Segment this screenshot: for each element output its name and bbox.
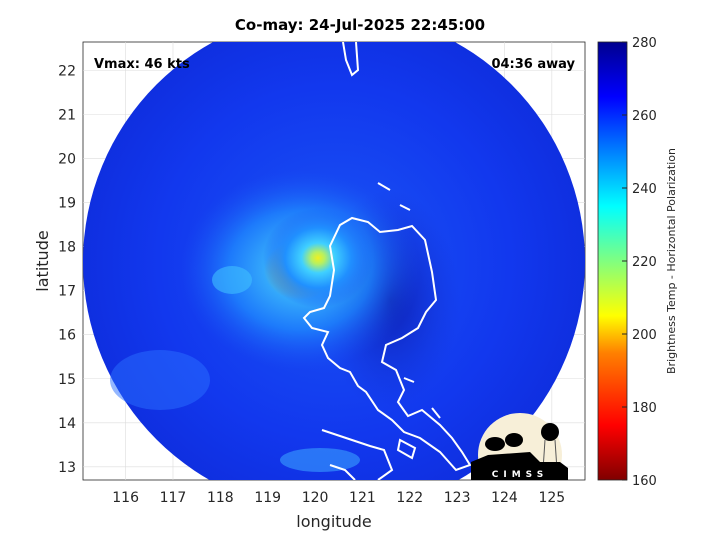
x-tick-label: 122	[396, 490, 423, 506]
x-tick-label: 123	[444, 490, 471, 506]
y-tick-label: 19	[58, 196, 76, 212]
plot-title: Co-may: 24-Jul-2025 22:45:00	[235, 16, 485, 34]
logo-text: CIMSS	[492, 470, 548, 480]
y-tick-label: 21	[58, 108, 76, 124]
x-tick-label: 125	[538, 490, 565, 506]
brightness-temp-image	[83, 42, 585, 480]
y-tick-label: 14	[58, 416, 76, 432]
colorbar-tick-label: 180	[632, 401, 657, 416]
colorbar-tick-label: 280	[632, 36, 657, 51]
vmax-label: Vmax: 46 kts	[94, 57, 190, 72]
cimss-logo: CIMSS	[471, 413, 568, 480]
y-tick-label: 20	[58, 152, 76, 168]
x-axis-label: longitude	[296, 512, 371, 531]
y-tick-label: 15	[58, 372, 76, 388]
away-label: 04:36 away	[491, 57, 575, 72]
y-tick-label: 13	[58, 460, 76, 476]
y-axis-label: latitude	[33, 230, 52, 291]
coastline	[302, 42, 472, 480]
x-tick-label: 119	[254, 490, 281, 506]
y-tick-label: 18	[58, 240, 76, 256]
x-tick-label: 118	[207, 490, 234, 506]
colorbar-tick-label: 200	[632, 328, 657, 343]
colorbar-tick-label: 260	[632, 109, 657, 124]
colorbar-label: Brightness Temp - Horizontal Polarizatio…	[665, 148, 678, 374]
colorbar-tick-label: 160	[632, 474, 657, 489]
x-tick-label: 117	[160, 490, 187, 506]
y-tick-label: 17	[58, 284, 76, 300]
x-tick-label: 120	[302, 490, 329, 506]
x-tick-label: 116	[112, 490, 139, 506]
y-tick-label: 16	[58, 328, 76, 344]
x-tick-label: 121	[349, 490, 376, 506]
colorbar-tick-label: 220	[632, 255, 657, 270]
y-tick-label: 22	[58, 64, 76, 80]
colorbar-tick-label: 240	[632, 182, 657, 197]
x-tick-label: 124	[491, 490, 518, 506]
